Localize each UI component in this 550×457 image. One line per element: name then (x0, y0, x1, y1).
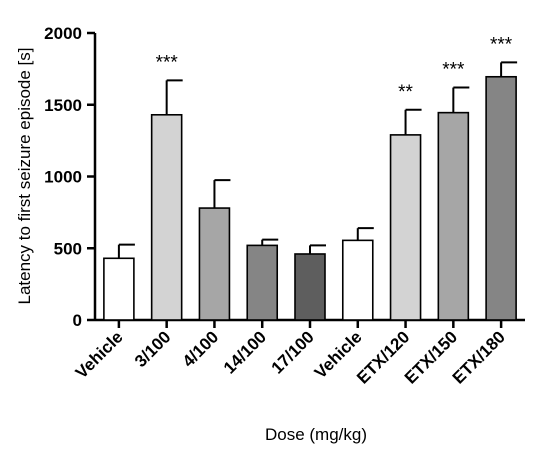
x-axis: Vehicle 3/100 4/10014/10017/100VehicleETX/… (72, 318, 525, 388)
significance-label: ** (398, 82, 413, 103)
y-tick-label: 1500 (44, 96, 82, 115)
x-tick-label: 3/100 (131, 327, 175, 371)
bar (198, 207, 231, 321)
bar (485, 75, 517, 321)
x-axis-title: Dose (mg/kg) (265, 425, 367, 444)
x-tick-label: ETX/180 (449, 327, 509, 387)
bar (341, 239, 374, 321)
bar (389, 134, 422, 321)
significance-label: *** (490, 34, 513, 55)
bar (103, 257, 135, 321)
significance-label: *** (156, 52, 179, 73)
bar (150, 113, 183, 321)
bar (437, 111, 470, 321)
x-tick-label: Vehicle (72, 327, 127, 382)
labels: *********** (156, 34, 513, 102)
bar (246, 244, 279, 321)
x-tick-label: 17/100 (268, 327, 318, 377)
significance-label: *** (442, 60, 465, 81)
y-tick-label: 500 (54, 239, 82, 258)
bars (103, 61, 518, 321)
bar (294, 253, 326, 321)
x-tick-label: 4/100 (179, 327, 223, 371)
y-tick-label: 2000 (44, 24, 82, 43)
y-tick-label: 0 (73, 311, 82, 330)
y-axis-title: Latency to first seizure episode [s] (15, 47, 34, 304)
x-tick-label: 14/100 (220, 327, 270, 377)
y-axis: 0 500 1000 1500 2000 (44, 24, 97, 330)
y-tick-label: 1000 (44, 168, 82, 187)
